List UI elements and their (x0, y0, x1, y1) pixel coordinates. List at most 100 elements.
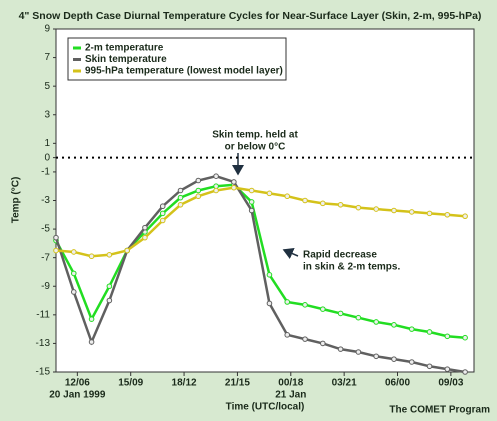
point (302, 197, 308, 204)
point (444, 333, 451, 340)
annotation: Rapid decrease (303, 250, 377, 261)
point (159, 210, 166, 217)
x-tick-label: 12/06 (65, 378, 90, 389)
arrow (282, 248, 299, 260)
point (88, 253, 95, 260)
x-tick-label: 15/09 (118, 378, 143, 389)
point (106, 283, 113, 290)
point (284, 193, 291, 200)
y-tick-label: -7 (41, 252, 50, 263)
y-tick-label: -1 (41, 167, 50, 178)
y-tick-label: -11 (36, 309, 50, 320)
point (70, 289, 77, 295)
point (266, 300, 273, 307)
point (337, 346, 344, 352)
point (373, 319, 379, 325)
y-tick-label: 3 (44, 109, 50, 120)
y-tick-label: 1 (44, 138, 50, 149)
point (355, 349, 362, 355)
point (337, 201, 344, 208)
point (231, 184, 237, 191)
point (142, 234, 148, 241)
point (355, 204, 362, 211)
x-axis-label: Time (UTC/local) (226, 402, 305, 413)
point (444, 366, 451, 372)
point (266, 190, 273, 197)
point (320, 200, 326, 207)
point (106, 252, 113, 258)
point (284, 332, 291, 338)
y-tick-label: -15 (36, 367, 51, 378)
point (302, 302, 308, 308)
y-tick-label: -3 (41, 195, 50, 206)
y-tick-label: 9 (44, 24, 50, 35)
point (426, 210, 433, 217)
point (408, 209, 415, 215)
point (462, 369, 468, 375)
y-tick-label: -13 (36, 338, 51, 349)
point (231, 179, 237, 185)
point (391, 207, 397, 214)
y-tick-label: 5 (44, 81, 50, 92)
point (320, 340, 326, 347)
chart-title: 4" Snow Depth Case Diurnal Temperature C… (19, 10, 482, 22)
point (177, 187, 184, 194)
point (355, 314, 362, 321)
y-tick-label: -5 (41, 224, 50, 235)
point (159, 217, 166, 224)
legend-box (67, 37, 287, 81)
point (248, 207, 255, 214)
x-tick-label: 21/15 (225, 378, 250, 389)
point (408, 359, 415, 365)
point (248, 187, 255, 194)
x-tick-label: 00/18 (278, 378, 303, 389)
point (195, 193, 202, 200)
point (53, 234, 59, 241)
x-tick-label: 09/03 (438, 378, 463, 389)
point (391, 356, 397, 362)
plot-area (55, 28, 475, 373)
point (337, 310, 344, 317)
point (426, 363, 433, 370)
x-tick-label: 06/00 (385, 378, 410, 389)
point (195, 177, 202, 184)
point (373, 206, 379, 212)
point (408, 326, 415, 332)
y-tick-label: 7 (44, 52, 50, 63)
legend-label: 2-m temperature (85, 43, 164, 54)
annotation: Skin temp. held at (212, 130, 298, 141)
x-date-label: 21 Jan (275, 390, 306, 401)
point (462, 213, 468, 220)
point (177, 201, 184, 208)
point (320, 306, 326, 312)
x-date-label: 20 Jan 1999 (49, 390, 106, 401)
x-tick-label: 18/12 (172, 378, 197, 389)
point (248, 199, 255, 205)
legend-label: 995-hPa temperature (lowest model layer) (85, 66, 283, 77)
credit: The COMET Program (389, 405, 490, 416)
point (266, 272, 273, 278)
point (213, 173, 219, 180)
point (53, 247, 59, 254)
point (302, 336, 308, 342)
point (70, 249, 77, 255)
annotation: in skin & 2-m temps. (303, 262, 400, 273)
series-line (54, 174, 466, 374)
point (106, 297, 113, 304)
point (284, 299, 291, 305)
x-tick-label: 03/21 (332, 378, 357, 389)
series-line (55, 186, 466, 258)
y-tick-label: 0 (44, 152, 50, 163)
y-tick-label: -9 (41, 281, 50, 292)
point (195, 187, 202, 194)
annotation: or below 0°C (225, 142, 286, 153)
point (124, 247, 130, 254)
point (70, 270, 77, 277)
legend-label: Skin temperature (85, 54, 167, 65)
point (88, 339, 95, 345)
point (142, 224, 148, 231)
point (444, 211, 451, 218)
point (88, 316, 95, 322)
